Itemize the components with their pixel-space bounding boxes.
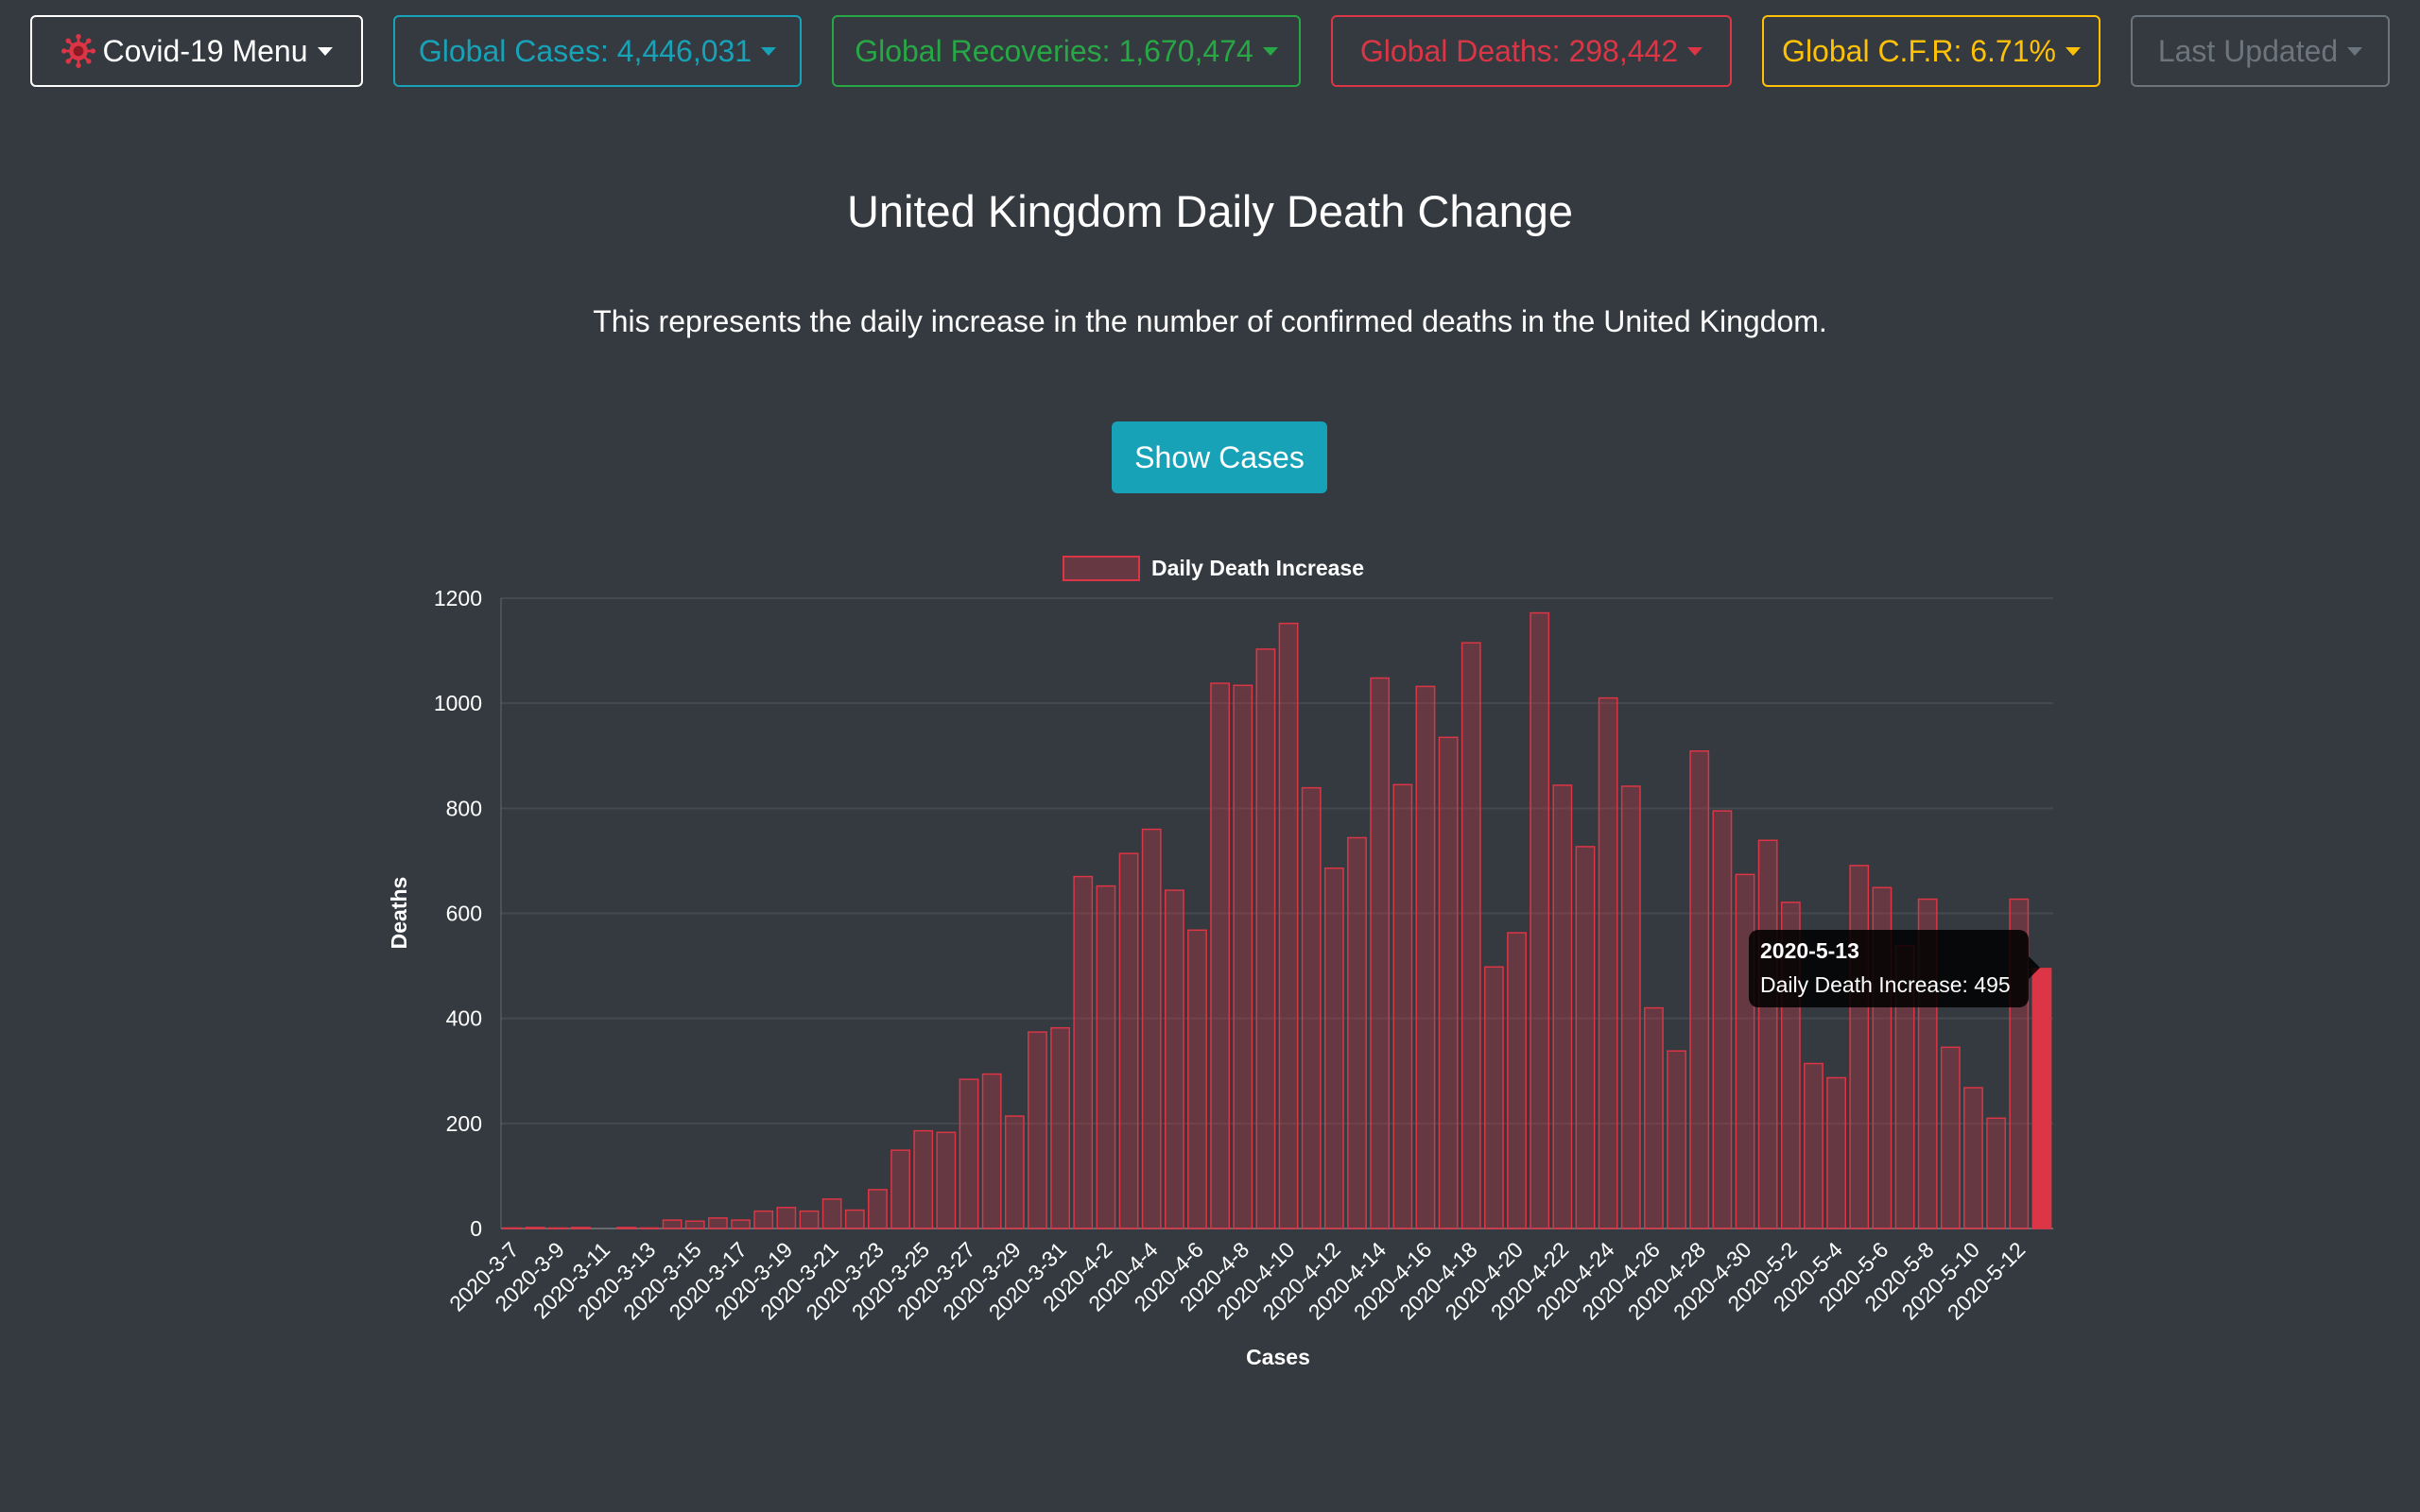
bar-2020-3-20[interactable] [799,1210,820,1229]
global-deaths-dropdown[interactable]: Global Deaths: 298,442 [1331,15,1732,87]
bar-2020-3-23[interactable] [868,1189,888,1229]
y-tick-label: 800 [446,796,482,820]
global-recoveries-dropdown[interactable]: Global Recoveries: 1,670,474 [832,15,1301,87]
y-tick-label: 200 [446,1111,482,1136]
y-tick-label: 400 [446,1006,482,1031]
bar-2020-3-24[interactable] [890,1149,910,1229]
bar-2020-3-14[interactable] [662,1219,683,1229]
bar-2020-4-13[interactable] [1347,836,1367,1229]
bar-2020-3-15[interactable] [684,1220,705,1229]
x-axis-label: Cases [1246,1345,1310,1369]
bar-2020-4-7[interactable] [1210,682,1231,1229]
bar-2020-4-25[interactable] [1620,785,1641,1229]
legend-label[interactable]: Daily Death Increase [1151,556,1364,580]
y-tick-label: 600 [446,902,482,926]
covid-menu-dropdown[interactable]: Covid-19 Menu [30,15,363,87]
bar-2020-5-3[interactable] [1804,1062,1824,1229]
bar-2020-3-22[interactable] [844,1209,865,1229]
bar-2020-4-9[interactable] [1255,648,1276,1229]
bar-2020-3-28[interactable] [981,1073,1002,1229]
last-updated-label: Last Updated [2157,33,2339,68]
bar-2020-3-25[interactable] [913,1129,934,1229]
bar-2020-5-13[interactable] [2031,968,2052,1229]
chart-tooltip: 2020-5-13 Daily Death Increase: 495 [1749,930,2040,1007]
top-navbar: Covid-19 Menu Global Cases: 4,446,031 Gl… [0,0,2420,104]
caret-down-icon [761,46,777,56]
global-recoveries-label: Global Recoveries: 1,670,474 [855,33,1253,68]
bar-2020-3-30[interactable] [1028,1031,1047,1229]
bar-2020-5-11[interactable] [1986,1117,2007,1229]
global-cfr-dropdown[interactable]: Global C.F.R: 6.71% [1762,15,2100,87]
bar-2020-5-9[interactable] [1940,1046,1961,1229]
page-title: United Kingdom Daily Death Change [846,186,1574,236]
bar-2020-3-19[interactable] [776,1207,797,1229]
bar-2020-4-22[interactable] [1552,784,1573,1229]
bar-2020-4-15[interactable] [1392,783,1413,1229]
bar-2020-3-31[interactable] [1050,1026,1071,1229]
bar-2020-4-14[interactable] [1370,677,1391,1229]
bar-2020-4-8[interactable] [1233,684,1253,1229]
bar-2020-4-11[interactable] [1301,786,1322,1229]
bar-2020-4-5[interactable] [1164,889,1184,1229]
caret-down-icon [1687,46,1703,56]
caret-down-icon [317,46,333,56]
bar-2020-3-29[interactable] [1004,1115,1025,1229]
bar-2020-3-26[interactable] [936,1131,957,1229]
legend-swatch[interactable] [1063,556,1140,581]
bar-2020-4-6[interactable] [1187,929,1207,1229]
bar-2020-4-10[interactable] [1278,622,1299,1229]
bar-2020-4-19[interactable] [1483,966,1504,1229]
global-cases-dropdown[interactable]: Global Cases: 4,446,031 [393,15,802,87]
covid-menu-label: Covid-19 Menu [102,33,308,68]
bar-2020-4-1[interactable] [1073,875,1094,1229]
last-updated-dropdown[interactable]: Last Updated [2131,15,2390,87]
tooltip-value: 495 [1974,972,2011,997]
caret-down-icon [2065,46,2081,56]
bar-2020-4-3[interactable] [1118,852,1139,1229]
bar-2020-3-17[interactable] [731,1219,751,1229]
bar-2020-4-30[interactable] [1735,873,1755,1229]
bar-2020-3-18[interactable] [753,1210,774,1229]
bar-2020-5-10[interactable] [1963,1087,1983,1229]
bar-2020-4-16[interactable] [1415,685,1436,1229]
caret-down-icon [1262,46,1278,56]
bar-2020-3-16[interactable] [707,1217,728,1229]
bar-2020-4-23[interactable] [1575,846,1596,1229]
page-subtitle: This represents the daily increase in th… [593,304,1827,338]
y-tick-label: 1200 [434,586,482,610]
bar-2020-3-21[interactable] [821,1198,842,1229]
bar-2020-5-4[interactable] [1826,1076,1847,1229]
bar-2020-5-1[interactable] [1757,839,1778,1229]
tooltip-body: Daily Death Increase: 495 [1760,972,2011,997]
bar-2020-4-26[interactable] [1644,1006,1664,1229]
bar-2020-4-21[interactable] [1530,611,1550,1229]
global-deaths-label: Global Deaths: 298,442 [1359,33,1679,68]
tooltip-series-label: Daily Death Increase [1760,972,1962,997]
global-cases-label: Global Cases: 4,446,031 [418,33,752,68]
bar-2020-3-27[interactable] [959,1078,979,1229]
bar-2020-4-27[interactable] [1667,1050,1686,1229]
bar-2020-4-17[interactable] [1438,736,1459,1229]
bar-2020-4-12[interactable] [1323,867,1344,1229]
y-tick-label: 0 [470,1216,482,1241]
y-axis-label: Deaths [387,877,411,950]
virus-icon [60,34,95,68]
bar-2020-4-4[interactable] [1141,828,1162,1229]
bar-2020-5-5[interactable] [1849,865,1870,1229]
bar-2020-4-2[interactable] [1096,885,1116,1229]
caret-down-icon [2347,46,2363,56]
global-cfr-label: Global C.F.R: 6.71% [1782,33,2056,68]
y-tick-label: 1000 [434,691,482,715]
show-cases-button[interactable]: Show Cases [1112,421,1327,493]
bar-2020-4-29[interactable] [1712,810,1733,1229]
tooltip-title: 2020-5-13 [1760,938,1859,963]
bar-2020-4-28[interactable] [1689,749,1710,1229]
bar-2020-4-20[interactable] [1507,932,1527,1229]
bar-2020-4-24[interactable] [1598,696,1618,1229]
bar-2020-4-18[interactable] [1461,642,1481,1229]
